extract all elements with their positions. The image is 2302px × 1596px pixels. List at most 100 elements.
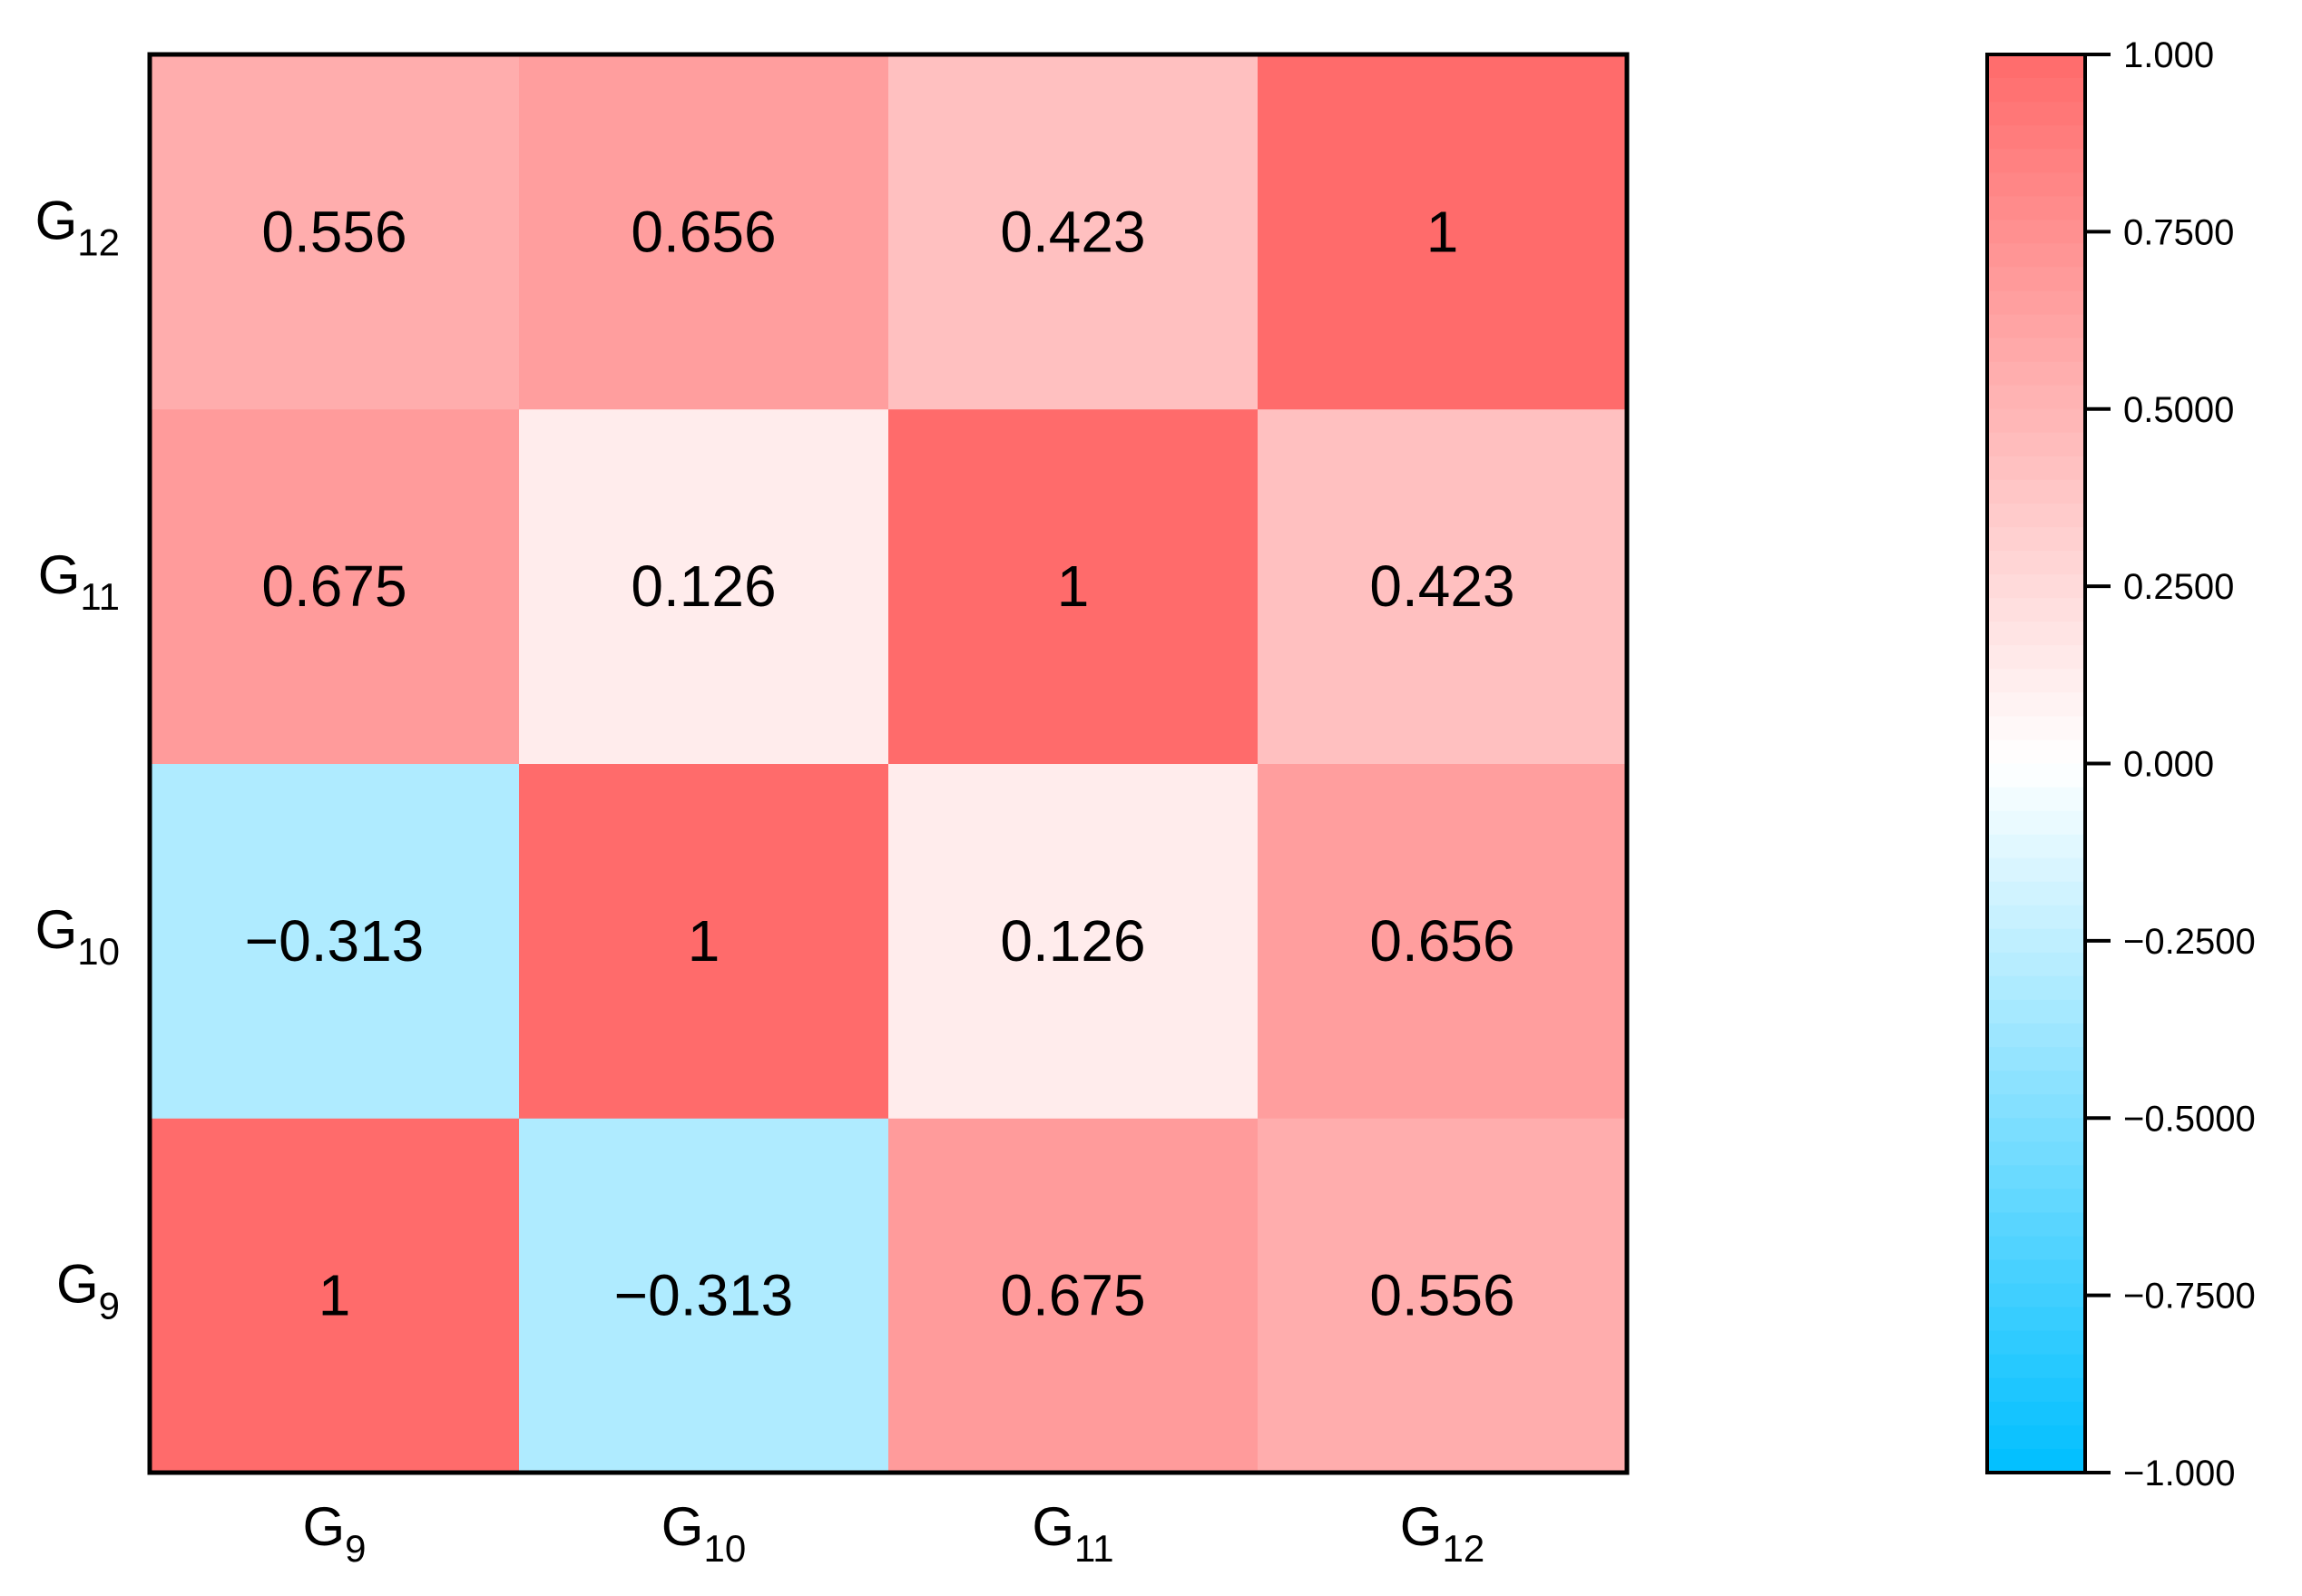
colorbar-band [1987,763,2085,788]
colorbar-band [1987,361,2085,387]
heatmap-cell-label-2-2: 1 [1057,553,1090,619]
heatmap-cell-1-1 [519,763,889,1119]
heatmap-cell-label-0-0: 1 [318,1263,351,1328]
colorbar-band [1987,1141,2085,1167]
heatmap-cell-label-3-2: 0.423 [1000,199,1145,264]
heatmap-cell-2-3 [1258,408,1628,764]
colorbar-band [1987,1023,2085,1049]
x-tick-label-2: G11 [1032,1496,1113,1570]
heatmap-cell-label-1-3: 0.656 [1369,908,1514,974]
y-axis: G9 G10 G11 G12 [35,190,120,1327]
heatmap-cell-label-1-1: 1 [688,908,720,974]
colorbar-band [1987,1000,2085,1025]
colorbar: 1.000 0.7500 0.5000 0.2500 0.000 −0.2500 −0.50… [1985,35,2256,1493]
colorbar-band [1987,857,2085,883]
heatmap-cell-label-0-2: 0.675 [1000,1263,1145,1328]
colorbar-band [1987,243,2085,269]
colorbar-tick-label-0: 1.000 [2123,35,2214,75]
heatmap-cell-3-1 [519,54,889,410]
colorbar-band [1987,810,2085,836]
heatmap-cell-label-3-3: 1 [1426,199,1459,264]
colorbar-band [1987,267,2085,292]
colorbar-band [1987,928,2085,954]
colorbar-band [1987,149,2085,174]
heatmap-cell-label-3-0: 0.556 [261,199,407,264]
y-tick-label-1: G10 [35,899,120,973]
colorbar-tick-label-8: −1.000 [2123,1454,2235,1493]
colorbar-tick-label-1: 0.7500 [2123,212,2234,252]
colorbar-band [1987,314,2085,339]
colorbar-band [1987,1401,2085,1426]
colorbar-band [1987,408,2085,434]
heatmap-cell-0-3 [1258,1118,1628,1474]
colorbar-band [1987,338,2085,363]
heatmap-cell-1-2 [888,763,1259,1119]
colorbar-band [1987,692,2085,718]
colorbar-band [1987,125,2085,151]
colorbar-band [1987,881,2085,906]
colorbar-band [1987,385,2085,410]
colorbar-band [1987,952,2085,977]
colorbar-band [1987,975,2085,1001]
y-tick-label-0: G9 [56,1254,120,1327]
y-tick-label-2: G11 [38,544,120,618]
x-axis: G9 G10 G11 G12 [302,1496,1484,1570]
colorbar-band [1987,622,2085,647]
heatmap-cell-label-1-2: 0.126 [1000,908,1145,974]
heatmap-cell-1-3 [1258,763,1628,1119]
heatmap-cell-labels: 1 −0.313 0.675 0.556 −0.313 1 0.126 0.656 0.675 0… [245,199,1515,1327]
colorbar-band [1987,432,2085,457]
heatmap-frame [147,52,1630,1475]
colorbar-band [1987,290,2085,316]
heatmap-cell-2-2 [888,408,1259,764]
colorbar-band [1987,1330,2085,1356]
colorbar-band [1987,1377,2085,1403]
heatmap-cell-0-2 [888,1118,1259,1474]
colorbar-band [1987,479,2085,504]
heatmap-cell-0-0 [150,1118,520,1474]
heatmap-cell-label-2-1: 0.126 [631,553,776,619]
colorbar-band [1987,1354,2085,1379]
colorbar-band [1987,78,2085,103]
colorbar-band [1987,905,2085,930]
heatmap-cell-3-2 [888,54,1259,410]
heatmap-cell-3-3 [1258,54,1628,410]
colorbar-band [1987,551,2085,576]
colorbar-band [1987,1094,2085,1120]
colorbar-band [1987,1307,2085,1332]
heatmap-cell-3-0 [150,54,520,410]
x-tick-label-0: G9 [302,1496,366,1570]
colorbar-band [1987,1259,2085,1285]
heatmap-cell-label-0-3: 0.556 [1369,1263,1514,1328]
colorbar-band [1987,455,2085,481]
colorbar-band [1987,574,2085,600]
colorbar-band [1987,1047,2085,1072]
colorbar-band [1987,1212,2085,1238]
heatmap-cell-label-1-0: −0.313 [245,908,425,974]
x-tick-label-1: G10 [661,1496,746,1570]
colorbar-band [1987,196,2085,221]
colorbar-band [1987,787,2085,812]
colorbar-band [1987,598,2085,623]
colorbar-band [1987,645,2085,671]
colorbar-band [1987,1448,2085,1474]
colorbar-tick-label-6: −0.5000 [2123,1099,2256,1139]
heatmap-cell-2-1 [519,408,889,764]
colorbar-tick-label-3: 0.2500 [2123,567,2234,607]
colorbar-tick-label-2: 0.5000 [2123,390,2234,430]
colorbar-tick-label-7: −0.7500 [2123,1277,2256,1317]
heatmap-cell-label-2-3: 0.423 [1369,553,1514,619]
colorbar-tick-label-5: −0.2500 [2123,922,2256,962]
colorbar-band [1987,54,2085,80]
colorbar-band [1987,1118,2085,1143]
colorbar-band [1987,1283,2085,1308]
colorbar-band [1987,834,2085,859]
colorbar-band [1987,1071,2085,1096]
colorbar-band [1987,503,2085,528]
colorbar-band [1987,669,2085,694]
x-tick-label-3: G12 [1400,1496,1484,1570]
colorbar-tick-label-4: 0.000 [2123,745,2214,785]
heatmap-cell-label-0-1: −0.313 [614,1263,794,1328]
colorbar-band [1987,527,2085,553]
